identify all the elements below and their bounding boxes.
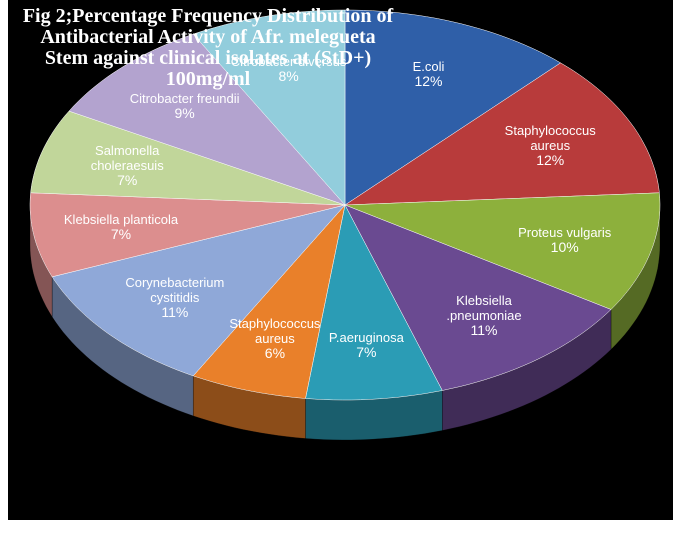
category-label: Klebsiella planticola [63,211,179,227]
pie-slice [192,204,346,399]
category-label: E.coli [412,59,445,75]
slice-label: E.coli 12% [363,59,493,89]
pie-slice [30,110,346,206]
pie-slice [344,62,660,206]
category-label: Klebsiella .pneumoniae [446,293,522,324]
chart-title: Fig 2;Percentage Frequency Distribution … [22,5,394,90]
pie-slice [344,204,612,391]
pie-slice [344,192,661,310]
value-label: 11% [161,304,189,321]
slice-label: Staphylococcus aureus 12% [485,123,615,168]
category-label: Corynebacterium cystitidis [125,275,225,306]
value-label: 11% [470,322,498,339]
pie-slice [305,204,443,401]
pie-slice [192,9,346,206]
pie-canvas [29,9,661,441]
category-label: P.aeruginosa [328,329,404,345]
slice-label: Klebsiella .pneumoniae 11% [419,293,549,338]
pie-slice [51,204,346,377]
slice-label: Corynebacterium cystitidis 11% [110,275,240,320]
slice-label: Salmonella choleraesuis 7% [62,143,192,188]
slice-label: Citrobacter diversus 8% [224,54,354,84]
pie-slice [68,33,346,206]
slice-label: P.aeruginosa 7% [301,330,431,360]
category-label: Citrobacter diversus [230,54,347,69]
chart: Fig 2;Percentage Frequency Distribution … [8,0,673,520]
value-label: 7% [117,172,138,189]
value-label: 6% [264,345,286,362]
value-label: 7% [110,225,132,242]
value-label: 10% [550,238,579,255]
category-label: Proteus vulgaris [518,224,612,240]
slice-label: Proteus vulgaris 10% [500,225,630,255]
pie-slice [29,192,346,278]
value-label: 8% [278,68,299,84]
pie-slice [344,9,562,206]
slice-label: Staphylococcus aureus 6% [210,316,340,361]
value-label: 12% [414,73,443,90]
value-label: 9% [174,104,195,121]
category-label: Staphylococcus aureus [504,122,596,153]
category-label: Citrobacter freundii [129,90,240,106]
category-label: Salmonella choleraesuis [90,143,164,174]
category-label: Staphylococcus aureus [229,316,321,347]
slice-label: Klebsiella planticola 7% [56,212,186,242]
slice-label: Citrobacter freundii 9% [120,91,250,121]
value-label: 12% [536,151,565,168]
value-label: 7% [356,343,377,360]
